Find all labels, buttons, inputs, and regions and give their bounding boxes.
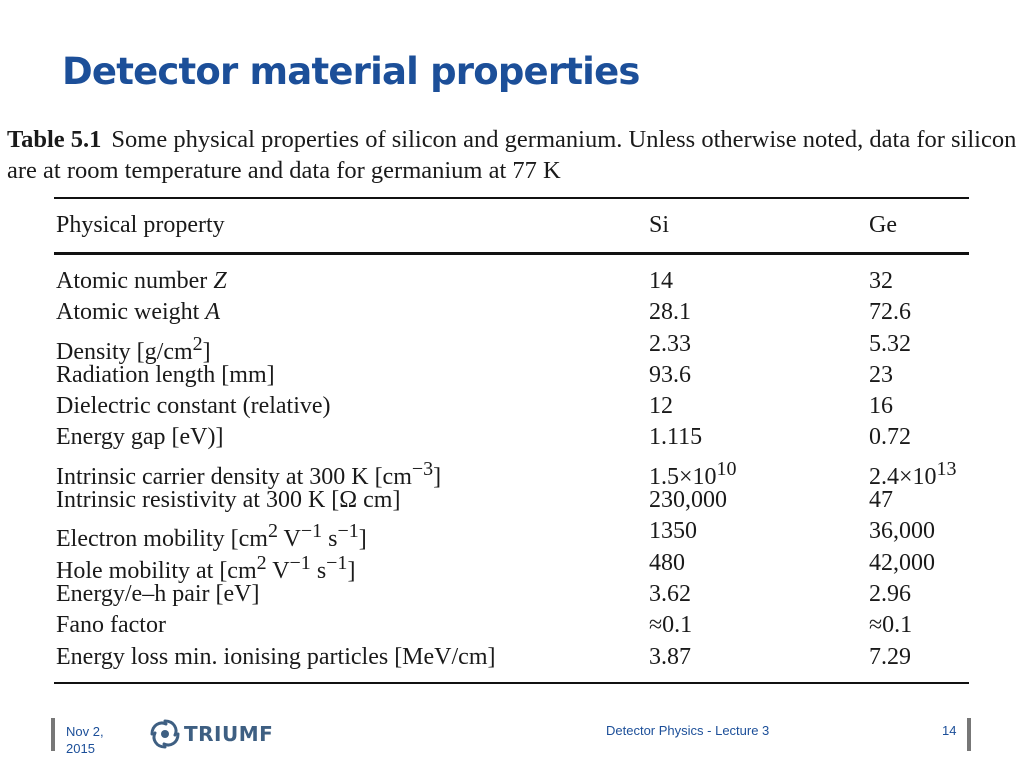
cell-property: Intrinsic carrier density at 300 K [cm−3…	[56, 457, 442, 490]
cell-ge: ≈0.1	[869, 612, 913, 639]
table-caption: Table 5.1 Some physical properties of sil…	[7, 124, 1022, 186]
cell-si: 12	[649, 393, 673, 420]
table-row: Intrinsic carrier density at 300 K [cm−3…	[0, 454, 1024, 490]
table-bottom-rule	[54, 682, 969, 684]
table-row: Dielectric constant (relative) 12 16	[0, 391, 1024, 422]
cell-ge: 2.4×1013	[869, 457, 957, 490]
footer-lecture-title: Detector Physics - Lecture 3	[606, 723, 770, 738]
cell-ge: 7.29	[869, 643, 911, 670]
table-caption-label: Table 5.1	[7, 126, 102, 153]
table-body: Atomic number Z 14 32 Atomic weight A 28.1 72…	[0, 266, 1024, 673]
triumf-logo-text: TRIUMF	[184, 722, 274, 746]
table-row: Intrinsic resistivity at 300 K [Ω cm] 230…	[0, 485, 1024, 516]
cell-property: Intrinsic resistivity at 300 K [Ω cm]	[56, 487, 401, 514]
cell-property: Energy/e–h pair [eV]	[56, 580, 260, 607]
table-row: Atomic weight A 28.1 72.6	[0, 297, 1024, 328]
cell-ge: 23	[869, 361, 893, 388]
table-row: Energy loss min. ionising particles [MeV…	[0, 642, 1024, 673]
cell-ge: 5.32	[869, 330, 911, 357]
table-row: Hole mobility at [cm2 V−1 s−1] 480 42,000	[0, 548, 1024, 584]
footer-page-number: 14	[942, 723, 957, 738]
cell-ge: 47	[869, 487, 893, 514]
cell-ge: 36,000	[869, 518, 935, 545]
cell-si: 3.62	[649, 580, 691, 607]
cell-si: ≈0.1	[649, 612, 693, 639]
triumf-swirl-icon	[150, 719, 180, 749]
table-row: Density [g/cm2] 2.33 5.32	[0, 329, 1024, 365]
cell-property: Dielectric constant (relative)	[56, 393, 331, 420]
cell-ge: 42,000	[869, 549, 935, 576]
cell-property: Atomic weight A	[56, 299, 220, 326]
column-header-property: Physical property	[56, 212, 225, 238]
table-row: Fano factor ≈0.1 ≈0.1	[0, 610, 1024, 641]
column-header-ge: Ge	[869, 212, 897, 238]
cell-property: Energy loss min. ionising particles [MeV…	[56, 643, 496, 670]
footer-left-bar	[51, 718, 55, 751]
table-header-rule	[54, 252, 969, 255]
cell-si: 230,000	[649, 487, 727, 514]
table-row: Energy/e–h pair [eV] 3.62 2.96	[0, 579, 1024, 610]
footer-date: Nov 2, 2015	[66, 724, 104, 756]
cell-ge: 32	[869, 268, 893, 294]
table-top-rule	[54, 197, 969, 199]
cell-ge: 2.96	[869, 580, 911, 607]
cell-si: 1.115	[649, 424, 703, 451]
triumf-logo: TRIUMF	[148, 716, 273, 752]
table-caption-text: Some physical properties of silicon and …	[7, 126, 1017, 184]
cell-property: Energy gap [eV)]	[56, 424, 224, 451]
cell-ge: 16	[869, 393, 893, 420]
table-row: Radiation length [mm] 93.6 23	[0, 360, 1024, 391]
cell-si: 1350	[649, 518, 697, 545]
cell-property: Atomic number Z	[56, 268, 227, 294]
cell-si: 14	[649, 268, 673, 294]
cell-property: Electron mobility [cm2 V−1 s−1]	[56, 520, 367, 553]
cell-property: Fano factor	[56, 612, 166, 639]
slide-title: Detector material properties	[62, 50, 640, 93]
table-row: Atomic number Z 14 32	[0, 266, 1024, 297]
cell-si: 1.5×1010	[649, 457, 737, 490]
footer-right-bar	[967, 718, 971, 751]
cell-ge: 0.72	[869, 424, 911, 451]
cell-si: 3.87	[649, 643, 691, 670]
cell-si: 480	[649, 549, 685, 576]
column-header-si: Si	[649, 212, 670, 238]
table-row: Electron mobility [cm2 V−1 s−1] 1350 36,00…	[0, 516, 1024, 552]
cell-si: 2.33	[649, 330, 691, 357]
cell-property: Radiation length [mm]	[56, 361, 275, 388]
cell-ge: 72.6	[869, 299, 911, 326]
cell-property: Hole mobility at [cm2 V−1 s−1]	[56, 551, 356, 584]
cell-property: Density [g/cm2]	[56, 332, 211, 365]
cell-si: 28.1	[649, 299, 691, 326]
table-row: Energy gap [eV)] 1.115 0.72	[0, 422, 1024, 453]
cell-si: 93.6	[649, 361, 691, 388]
